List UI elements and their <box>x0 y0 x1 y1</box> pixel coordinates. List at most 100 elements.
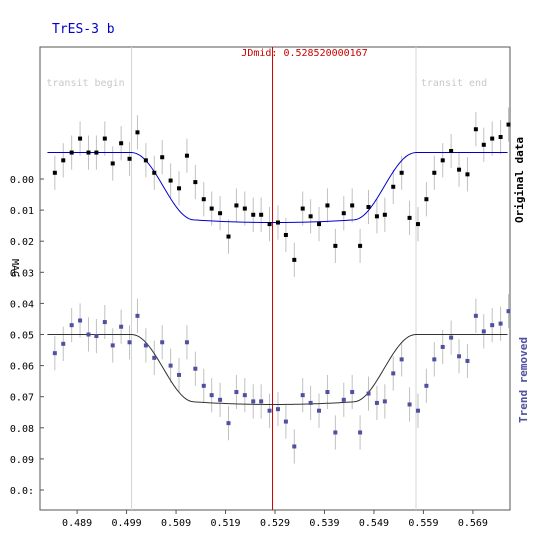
data-point <box>473 313 478 318</box>
data-point <box>366 204 371 209</box>
data-point <box>498 135 503 140</box>
data-point <box>193 366 198 371</box>
data-point <box>457 354 462 359</box>
y-tick-label: 0.08 <box>10 424 34 435</box>
data-point <box>308 400 313 405</box>
data-point <box>473 127 478 132</box>
trend-removed-series <box>47 294 511 464</box>
data-point <box>382 399 387 404</box>
data-point <box>292 257 297 262</box>
transit-end-label: transit end <box>421 78 487 89</box>
data-point <box>168 178 173 183</box>
data-point <box>218 397 223 402</box>
data-point <box>292 444 297 449</box>
x-tick-label: 0.569 <box>458 518 488 529</box>
y-tick-label: 0.04 <box>10 299 34 310</box>
data-point <box>267 222 272 227</box>
data-point <box>143 343 148 348</box>
data-point <box>259 212 264 217</box>
data-point <box>283 232 288 237</box>
y-tick-label: 0.03 <box>10 268 34 279</box>
data-point <box>251 212 256 217</box>
data-point <box>399 170 404 175</box>
data-point <box>94 150 99 155</box>
y-axis-label: MAG <box>9 259 20 277</box>
data-point <box>424 383 429 388</box>
data-point <box>498 321 503 326</box>
data-point <box>177 186 182 191</box>
data-point <box>374 214 379 219</box>
trend-removed-label: Trend removed <box>517 337 530 423</box>
data-point <box>234 203 239 208</box>
data-point <box>374 400 379 405</box>
data-point <box>226 421 231 426</box>
x-tick-label: 0.519 <box>210 518 240 529</box>
data-point <box>119 141 124 146</box>
data-point <box>193 180 198 185</box>
data-point <box>209 206 214 211</box>
y-tick-label: 0.06 <box>10 362 34 373</box>
original-data-label: Original data <box>513 137 526 223</box>
data-point <box>333 243 338 248</box>
data-point <box>127 156 132 161</box>
y-tick-label: 0.0: <box>10 486 34 497</box>
data-point <box>399 357 404 362</box>
data-point <box>481 329 486 334</box>
data-point <box>209 393 214 398</box>
data-point <box>358 430 363 435</box>
data-point <box>325 203 330 208</box>
data-point <box>127 340 132 345</box>
data-point <box>242 206 247 211</box>
data-point <box>86 332 91 337</box>
data-point <box>61 341 66 346</box>
data-point <box>424 197 429 202</box>
data-point <box>78 318 83 323</box>
data-point <box>358 243 363 248</box>
data-point <box>415 222 420 227</box>
x-tick-label: 0.499 <box>112 518 142 529</box>
data-point <box>184 153 189 158</box>
chart-title: TrES-3 b <box>52 22 115 37</box>
data-point <box>350 203 355 208</box>
y-tick-label: 0.07 <box>10 393 34 404</box>
data-point <box>440 158 445 163</box>
data-point <box>152 355 157 360</box>
data-point <box>69 323 74 328</box>
data-point <box>94 334 99 339</box>
data-point <box>457 167 462 172</box>
data-point <box>234 390 239 395</box>
data-point <box>275 220 280 225</box>
data-point <box>407 402 412 407</box>
data-point <box>333 430 338 435</box>
plot-frame <box>39 46 511 511</box>
data-point <box>52 351 57 356</box>
original-data-series <box>47 107 511 277</box>
data-point <box>275 407 280 412</box>
data-point <box>341 211 346 216</box>
data-point <box>160 155 165 160</box>
data-point <box>317 222 322 227</box>
data-point <box>366 391 371 396</box>
data-point <box>259 399 264 404</box>
y-axis: 0.00 0.01 0.02 0.03 0.04 0.05 0.06 0.07 0.08 0.09… <box>10 175 44 497</box>
x-tick-label: 0.539 <box>309 518 339 529</box>
data-point <box>69 150 74 155</box>
data-point <box>226 234 231 239</box>
data-point <box>251 399 256 404</box>
data-point <box>86 150 91 155</box>
data-point <box>407 215 412 220</box>
data-point <box>242 393 247 398</box>
x-tick-label: 0.489 <box>62 518 92 529</box>
y-tick-label: 0.05 <box>10 331 34 342</box>
x-tick-label: 0.559 <box>408 518 438 529</box>
data-point <box>382 212 387 217</box>
data-point <box>325 390 330 395</box>
data-point <box>184 340 189 345</box>
data-point <box>432 170 437 175</box>
data-point <box>102 136 107 141</box>
data-point <box>308 214 313 219</box>
data-point <box>110 161 115 166</box>
data-point <box>391 184 396 189</box>
data-point <box>300 206 305 211</box>
